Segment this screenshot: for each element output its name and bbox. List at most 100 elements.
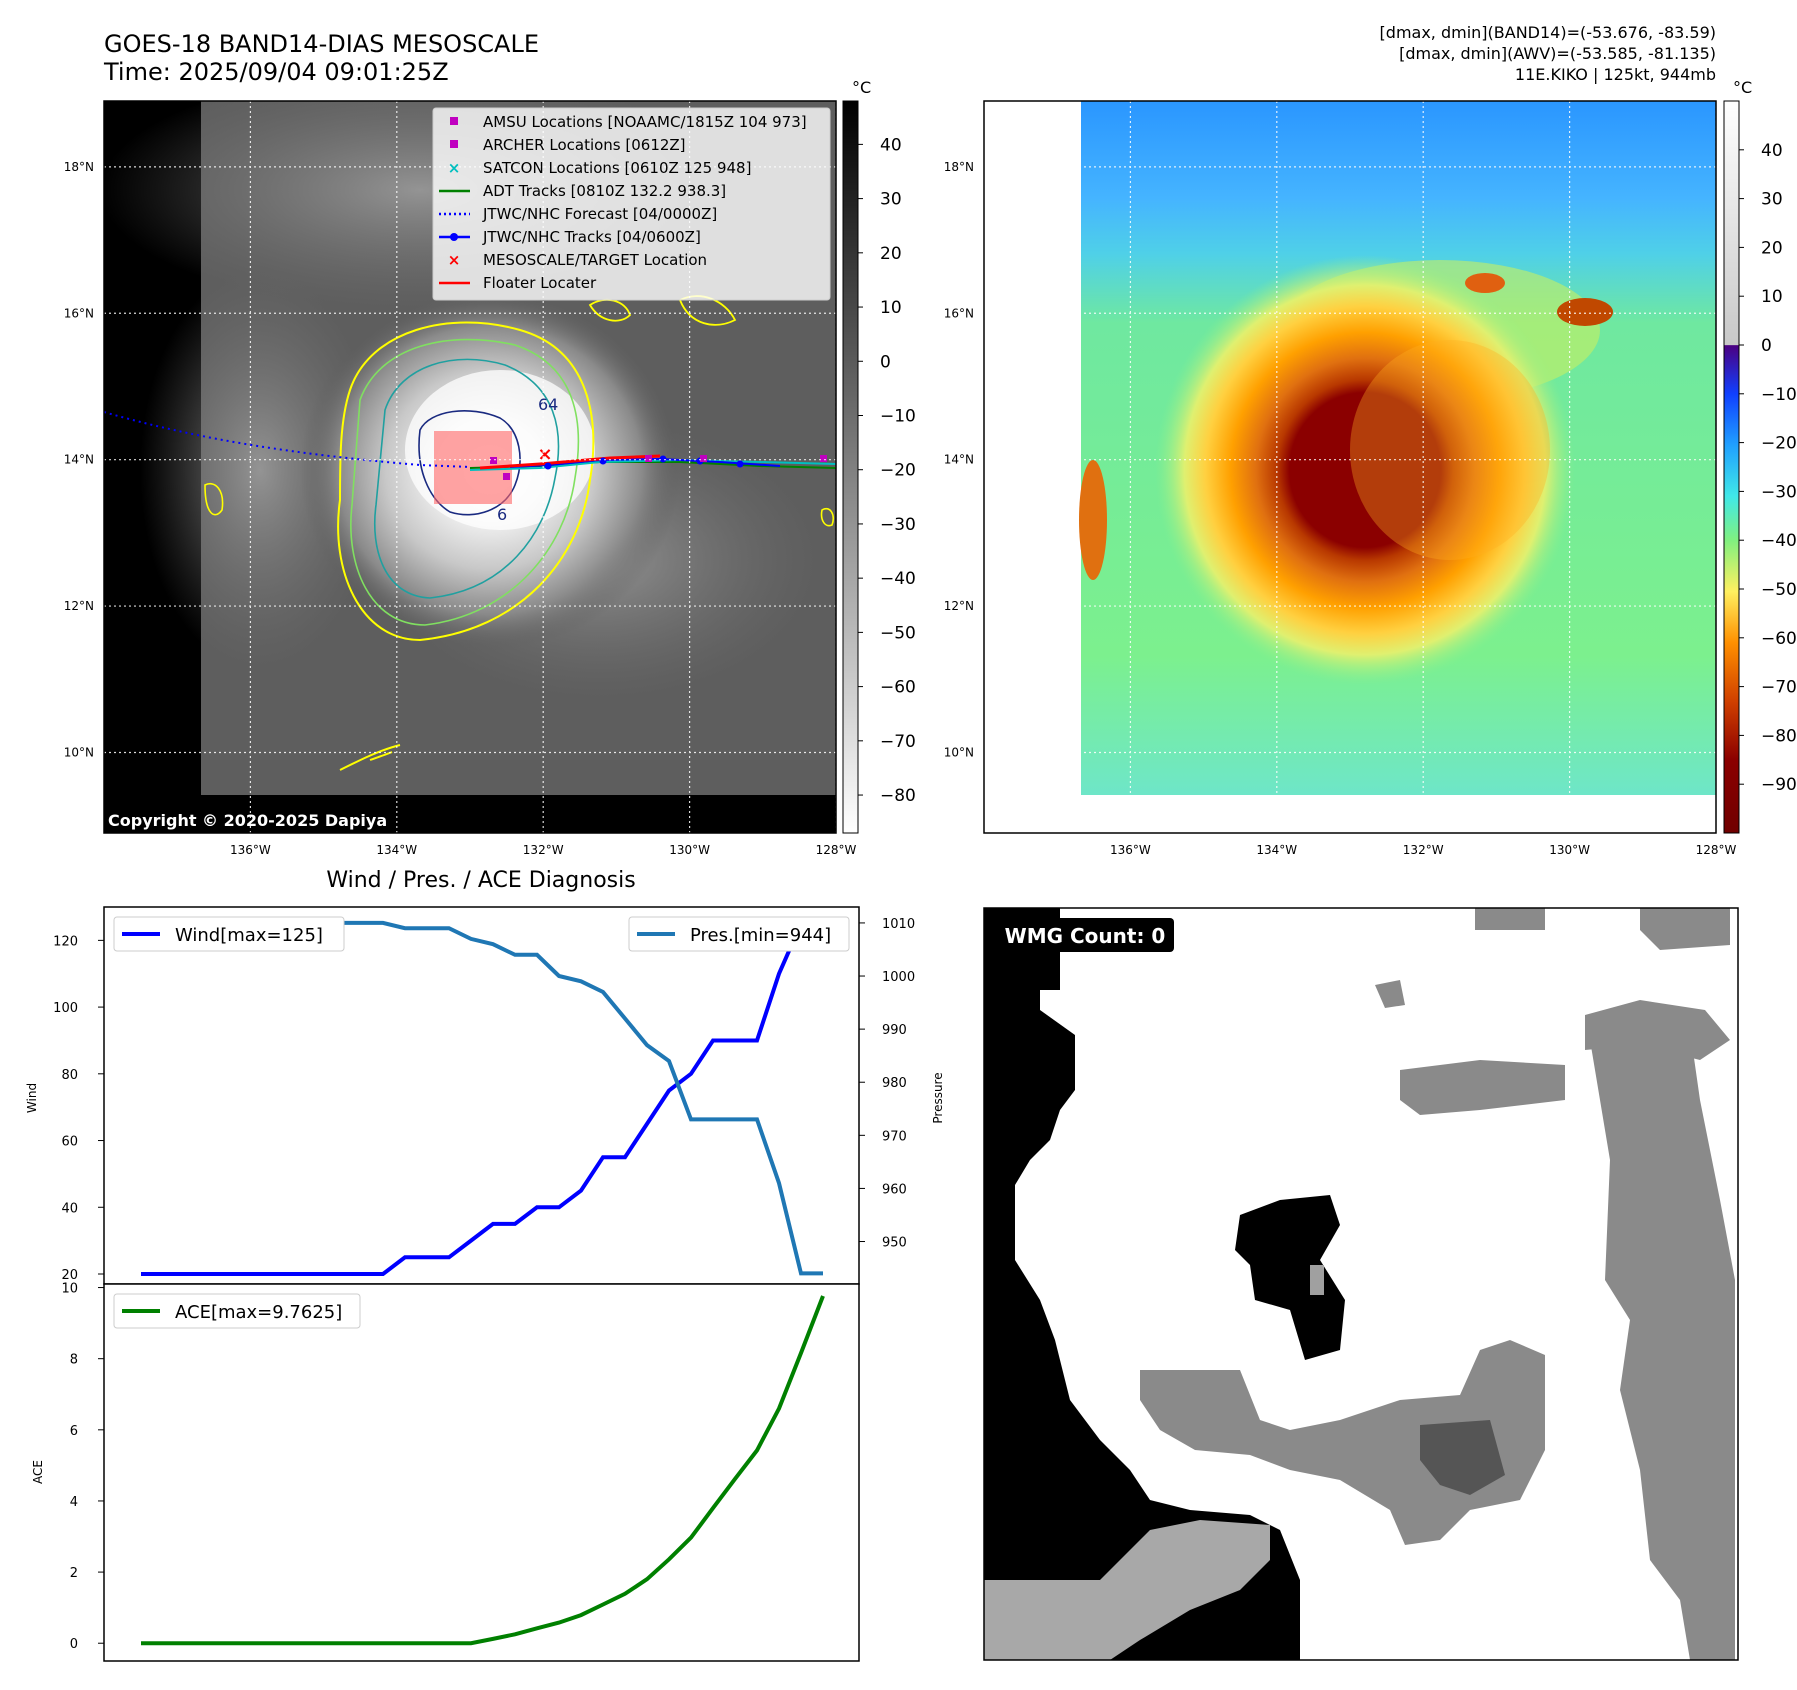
legend-item: JTWC/NHC Forecast [04/0000Z] bbox=[439, 205, 717, 223]
colorbar-tick-label: −50 bbox=[1761, 580, 1797, 600]
pressure-legend-label: Pres.[min=944] bbox=[690, 925, 831, 946]
wmg-eye-black bbox=[1235, 1195, 1345, 1360]
colorbar-tick-label: −60 bbox=[880, 678, 916, 698]
legend-label: ARCHER Locations [0612Z] bbox=[483, 136, 686, 154]
awv-lon-labels: 136°W 134°W 132°W 130°W 128°W bbox=[1110, 843, 1737, 857]
colorbar-tick-label: 20 bbox=[1761, 238, 1783, 258]
legend-square-icon bbox=[450, 140, 458, 148]
colorbar-tick-label: −60 bbox=[1761, 629, 1797, 649]
lat-tick-label: 16°N bbox=[64, 306, 94, 320]
lon-tick-label: 128°W bbox=[1696, 843, 1737, 857]
legend-item: × SATCON Locations [0610Z 125 948] bbox=[448, 159, 752, 177]
ace-chart: 0 2 4 6 8 10 ACE ACE[max=9.7625] bbox=[31, 1282, 860, 1662]
pressure-tick-label: 1010 bbox=[882, 917, 915, 932]
lat-tick-label: 10°N bbox=[64, 745, 94, 759]
lat-tick-label: 18°N bbox=[944, 160, 974, 174]
colorbar-tick-label: −80 bbox=[880, 786, 916, 806]
wmg-gray-band bbox=[1140, 1340, 1545, 1545]
legend-label: Floater Locater bbox=[483, 274, 597, 292]
colorbar-tick-label: −90 bbox=[1761, 775, 1797, 795]
wind-axis-label: Wind bbox=[25, 1083, 39, 1113]
pressure-tick-label: 990 bbox=[882, 1023, 907, 1038]
ir-map-panel: 64 6 × bbox=[64, 100, 857, 857]
legend-box bbox=[432, 107, 831, 301]
wmg-badge bbox=[996, 918, 1174, 952]
storm-info: 11E.KIKO | 125kt, 944mb bbox=[1515, 65, 1716, 84]
legend-item: ARCHER Locations [0612Z] bbox=[450, 136, 686, 154]
colorbar-tick-label: −40 bbox=[880, 569, 916, 589]
contour-label-6: 6 bbox=[497, 505, 507, 524]
lon-tick-label: 136°W bbox=[1110, 843, 1151, 857]
colorbar-tick-label: 20 bbox=[880, 244, 902, 264]
colorbar-tick-label: 40 bbox=[880, 135, 902, 155]
colorbar-tick-label: −70 bbox=[1761, 678, 1797, 698]
wmg-black-region bbox=[984, 908, 1300, 1660]
pressure-tick-label: 970 bbox=[882, 1129, 907, 1144]
lat-tick-label: 12°N bbox=[944, 599, 974, 613]
colorbar-tick-label: −70 bbox=[880, 732, 916, 752]
wind-pressure-chart: 20 40 60 80 100 120 950 960 970 980 990 1000 1010 W… bbox=[25, 906, 945, 1285]
lon-tick-label: 132°W bbox=[523, 843, 564, 857]
colorbar-tick-label: −10 bbox=[1761, 385, 1797, 405]
legend-item: AMSU Locations [NOAAMC/1815Z 104 973] bbox=[450, 113, 807, 131]
wind-tick-label: 40 bbox=[61, 1201, 78, 1216]
colorbar-tick-label: −50 bbox=[880, 623, 916, 643]
diagnosis-title: Wind / Pres. / ACE Diagnosis bbox=[326, 868, 635, 893]
gray-colorbar: °C 40 30 20 10 0 −10 −20 −30 −40 −50 −60 −70 −80 bbox=[842, 78, 916, 834]
awv-map-panel: 18°N 16°N 14°N 12°N 10°N 136°W 134°W 132°W 130°… bbox=[944, 100, 1737, 857]
lat-tick-label: 16°N bbox=[944, 306, 974, 320]
legend-x-icon: × bbox=[448, 251, 461, 269]
copyright: Copyright © 2020-2025 Dapiya bbox=[108, 811, 387, 830]
colorbar-tick-label: −20 bbox=[880, 461, 916, 481]
pressure-legend: Pres.[min=944] bbox=[628, 916, 850, 952]
colorbar-tick-label: −30 bbox=[880, 515, 916, 535]
ir-lat-labels: 18°N 16°N 14°N 12°N 10°N bbox=[64, 160, 94, 760]
colorbar-tick-label: 0 bbox=[880, 352, 891, 372]
colorbar-tick-label: 0 bbox=[1761, 336, 1772, 356]
lon-tick-label: 128°W bbox=[816, 843, 857, 857]
colorbar-tick-label: 10 bbox=[1761, 287, 1783, 307]
mesoscale-target-marker: × bbox=[537, 444, 552, 465]
ace-tick-label: 10 bbox=[61, 1282, 78, 1297]
legend-item: × MESOSCALE/TARGET Location bbox=[448, 251, 707, 269]
contour-label-64: 64 bbox=[538, 395, 558, 414]
lat-tick-label: 14°N bbox=[64, 453, 94, 467]
pressure-axis-label: Pressure bbox=[931, 1072, 945, 1123]
colorbar-tick-label: −40 bbox=[1761, 531, 1797, 551]
contour-yellow bbox=[337, 321, 595, 642]
legend-label: JTWC/NHC Tracks [04/0600Z] bbox=[482, 228, 701, 246]
main-title: GOES-18 BAND14-DIAS MESOSCALE bbox=[104, 30, 539, 58]
ace-tick-label: 4 bbox=[70, 1495, 78, 1510]
wind-tick-label: 100 bbox=[53, 1001, 78, 1016]
legend-dot-icon bbox=[450, 233, 458, 241]
ace-legend: ACE[max=9.7625] bbox=[113, 1293, 361, 1329]
awv-range: [dmax, dmin](AWV)=(-53.585, -81.135) bbox=[1399, 44, 1716, 63]
colorbar-tick-label: 30 bbox=[880, 190, 902, 210]
amsu-points bbox=[490, 455, 827, 480]
band14-range: [dmax, dmin](BAND14)=(-53.676, -83.59) bbox=[1380, 23, 1716, 42]
color-colorbar: °C 40 30 20 10 0 −10 −20 −30 −40 −50 −60 −70 −80 −90 bbox=[1723, 78, 1797, 834]
gray-colorbar-unit: °C bbox=[852, 78, 871, 97]
color-colorbar-unit: °C bbox=[1733, 78, 1752, 97]
lat-tick-label: 10°N bbox=[944, 745, 974, 759]
colorbar-tick-label: 40 bbox=[1761, 141, 1783, 161]
ace-tick-label: 6 bbox=[70, 1424, 78, 1439]
legend-square-icon bbox=[450, 117, 458, 125]
awv-gridlines bbox=[984, 101, 1716, 833]
gray-colorbar-bar bbox=[842, 100, 859, 834]
contour-teal bbox=[373, 358, 560, 599]
ace-tick-label: 2 bbox=[70, 1566, 78, 1581]
lon-tick-label: 134°W bbox=[376, 843, 417, 857]
lon-tick-label: 130°W bbox=[1549, 843, 1590, 857]
wmg-light-gray-region bbox=[984, 1520, 1270, 1660]
colorbar-tick-label: −30 bbox=[1761, 482, 1797, 502]
colorbar-tick-label: −20 bbox=[1761, 434, 1797, 454]
wind-legend-label: Wind[max=125] bbox=[175, 925, 323, 946]
lon-tick-label: 136°W bbox=[230, 843, 271, 857]
floater-track bbox=[479, 454, 661, 470]
colorbar-tick-label: −10 bbox=[880, 406, 916, 426]
lat-tick-label: 12°N bbox=[64, 599, 94, 613]
ir-lon-labels: 136°W 134°W 132°W 130°W 128°W bbox=[230, 843, 857, 857]
wind-tick-label: 120 bbox=[53, 934, 78, 949]
colorbar-tick-label: −80 bbox=[1761, 726, 1797, 746]
